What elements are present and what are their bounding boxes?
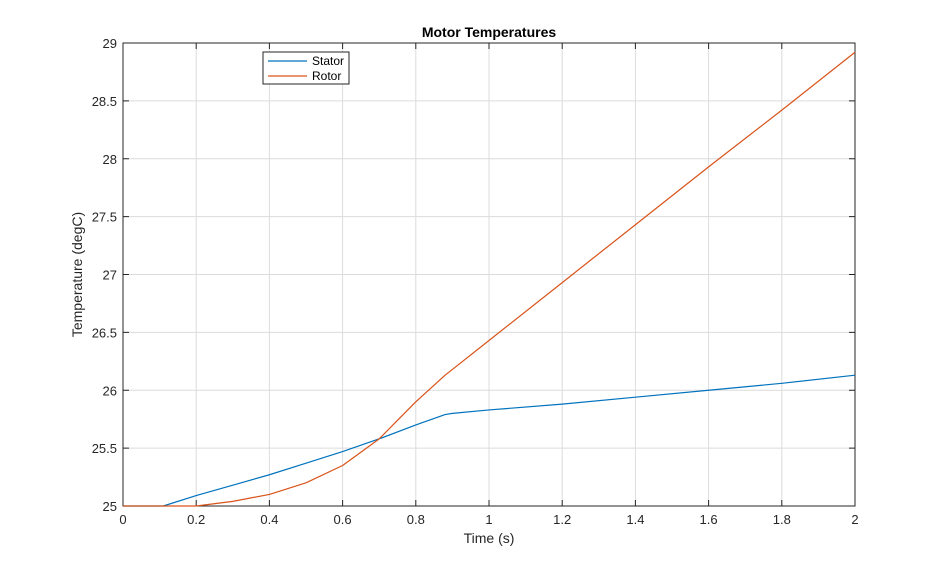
x-tick-label: 0.2 (187, 512, 205, 527)
stator-series-line (123, 374, 856, 507)
chart-title: Motor Temperatures (422, 24, 557, 40)
x-tick-label: 0.8 (407, 512, 425, 527)
y-tick-label: 25 (103, 499, 117, 514)
rotor-series-line (123, 51, 856, 507)
x-tick-label: 2 (851, 512, 858, 527)
x-tick-label: 0.4 (260, 512, 278, 527)
legend-label-stator: Stator (312, 54, 344, 68)
x-tick-label: 1 (485, 512, 492, 527)
grid (123, 43, 855, 506)
legend-label-rotor: Rotor (312, 69, 341, 83)
y-tick-label: 26 (103, 383, 117, 398)
y-tick-label: 25.5 (92, 441, 117, 456)
x-tick-label: 0 (119, 512, 126, 527)
legend: Stator Rotor (262, 51, 350, 85)
x-tick-label: 1.8 (773, 512, 791, 527)
series-lines (123, 51, 856, 507)
y-axis-label: Temperature (degC) (69, 212, 85, 337)
x-tick-label: 0.6 (334, 512, 352, 527)
y-tick-label: 27 (103, 268, 117, 283)
y-tick-label: 29 (103, 36, 117, 51)
legend-box (262, 51, 350, 85)
y-tick-label: 26.5 (92, 325, 117, 340)
x-axis-label: Time (s) (464, 530, 515, 546)
y-tick-label: 28 (103, 152, 117, 167)
x-tick-label: 1.6 (700, 512, 718, 527)
ticks: 0 0.2 0.4 0.6 0.8 1 1.2 1.4 1.6 1.8 2 25 25.5 26 26.5 2… (92, 36, 859, 527)
x-tick-label: 1.2 (553, 512, 571, 527)
x-tick-label: 1.4 (626, 512, 644, 527)
y-tick-label: 28.5 (92, 94, 117, 109)
y-tick-label: 27.5 (92, 210, 117, 225)
